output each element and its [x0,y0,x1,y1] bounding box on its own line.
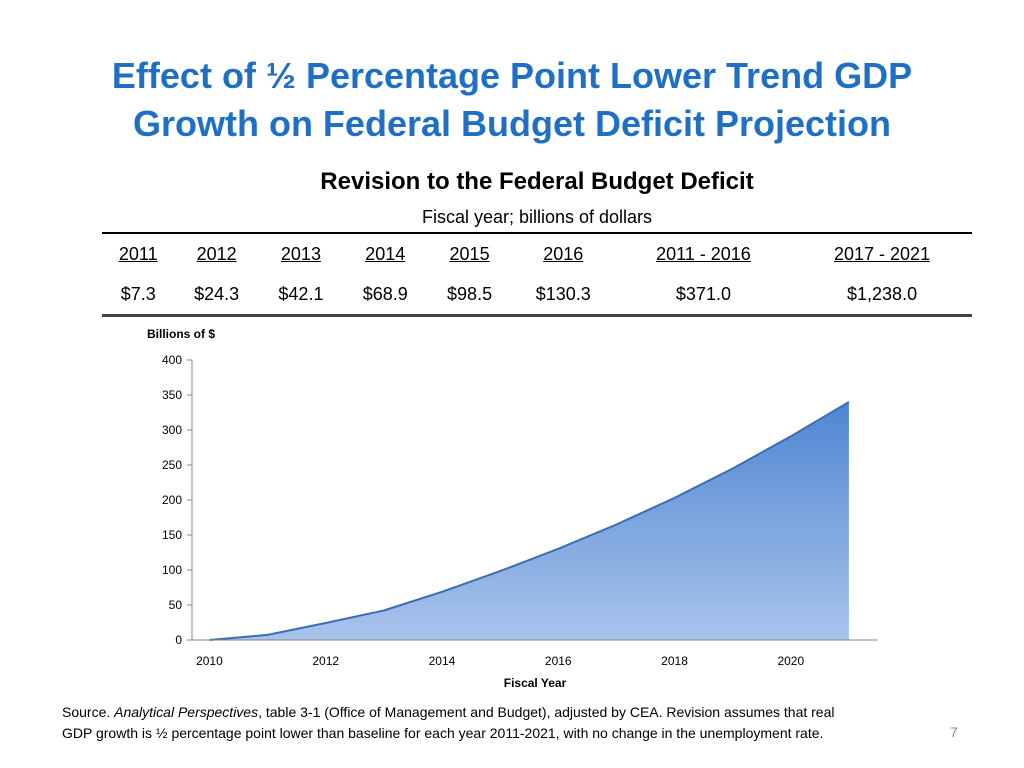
year-header: 2012 [196,243,237,264]
year-header: 2011 [118,243,158,264]
x-tick-label: 2010 [196,654,223,668]
table-cell: $42.1 [278,283,324,304]
y-tick-label: 300 [162,423,182,437]
table-header-cell: 2011 - 2016 [615,233,792,274]
slide-title-line-2: Growth on Federal Budget Deficit Project… [132,103,892,144]
table-subtitle: Fiscal year; billions of dollars [421,207,653,227]
x-tick-label: 2016 [545,654,572,668]
y-tick-label: 250 [162,458,182,472]
y-tick-label: 350 [162,388,182,402]
table-header-cell: 2015 [427,233,511,274]
y-tick-label: 400 [162,353,182,367]
source-text-line-2: GDP growth is ½ percentage point lower t… [62,725,824,741]
year-header: 2014 [365,243,406,264]
year-header: 2016 [543,243,584,264]
slide-title: Effect of ½ Percentage Point Lower Trend… [40,52,984,148]
y-tick-label: 100 [162,563,182,577]
y-axis: 0 50 100 150 200 250 300 350 400 [162,353,192,647]
table-header-cell: 2012 [174,233,258,274]
source-note: Source. Analytical Perspectives, table 3… [62,702,942,744]
x-tick-label: 2020 [777,654,804,668]
table-header-cell: 2014 [343,233,427,274]
year-header: 2015 [449,243,490,264]
year-header: 2013 [280,243,321,264]
table-header-cell: 2016 [512,233,615,274]
table-cell: $130.3 [535,283,591,304]
x-tick-label: 2012 [312,654,339,668]
source-text-line-1: , table 3-1 (Office of Management and Bu… [258,704,835,720]
table-cell: $7.3 [120,283,156,304]
table-cell: $98.5 [447,283,493,304]
y-tick-label: 0 [175,633,182,647]
table-title: Revision to the Federal Budget Deficit [320,168,754,195]
slide-title-line-1: Effect of ½ Percentage Point Lower Trend… [111,55,913,96]
chart-svg: Billions of $ 0 50 100 150 200 250 300 350 400 2… [147,327,878,690]
source-publication: Analytical Perspectives [114,704,259,720]
x-axis: 2010 2012 2014 2016 2018 2020 [196,654,804,668]
range-header: 2011 - 2016 [656,243,751,264]
y-tick-label: 50 [169,598,183,612]
x-axis-title: Fiscal Year [504,676,567,690]
table-header-cell: 2017 - 2021 [792,233,972,274]
table-cell: $1,238.0 [847,283,918,304]
table-header-row: 2011 2012 2013 2014 2015 2016 2011 - 201… [102,233,972,274]
table-row: $7.3 $24.3 $42.1 $68.9 $98.5 $130.3 $371… [102,274,972,316]
table-header-cell: 2011 [102,233,174,274]
page-number: 7 [950,724,958,740]
x-tick-label: 2018 [661,654,688,668]
area-series-fill [209,402,849,640]
source-label: Source. [62,704,115,720]
table-cell: $371.0 [675,283,731,304]
x-tick-label: 2014 [429,654,456,668]
y-tick-label: 200 [162,493,182,507]
deficit-area-chart: Billions of $ 0 50 100 150 200 250 300 350 400 2… [130,320,890,700]
table-cell: $68.9 [362,283,408,304]
area-series-line [209,401,850,641]
y-axis-title: Billions of $ [147,327,215,341]
table-header-cell: 2013 [259,233,343,274]
table-cell: $24.3 [194,283,240,304]
deficit-revision-table: 2011 2012 2013 2014 2015 2016 2011 - 201… [102,232,972,317]
range-header: 2017 - 2021 [834,243,931,264]
y-tick-label: 150 [162,528,182,542]
